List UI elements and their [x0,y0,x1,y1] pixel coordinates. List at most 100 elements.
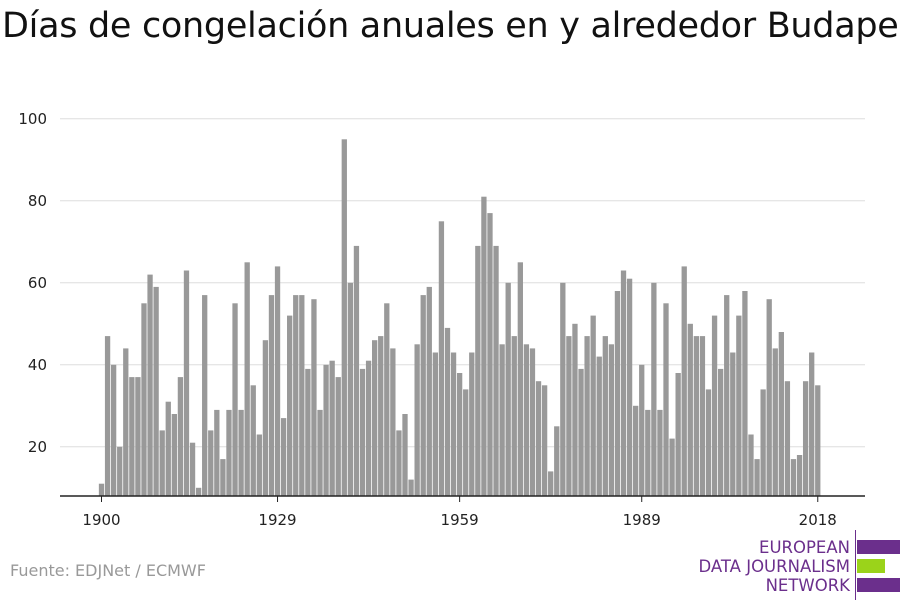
logo-bar-green [857,559,885,573]
bar-1944 [365,360,372,496]
bar-2008 [754,459,760,496]
bar-1912 [171,414,177,496]
y-tick-label-100: 100 [18,110,47,128]
bar-1952 [414,344,420,496]
bar-1905 [129,377,135,496]
bar-1968 [511,336,517,496]
bar-1974 [548,471,554,496]
bar-1927 [262,340,269,496]
bar-1985 [614,291,621,496]
bar-1915 [189,442,196,496]
y-tick-label-60: 60 [28,274,47,292]
bar-1934 [305,368,311,496]
bar-1902 [110,364,117,496]
bar-1945 [372,340,378,496]
bar-1947 [384,303,390,496]
bar-1940 [341,139,347,497]
bar-1911 [165,401,171,496]
bar-1910 [159,430,165,496]
bar-1965 [493,245,499,496]
edjnet-logo: EUROPEAN DATA JOURNALISM NETWORK [698,530,900,600]
bar-1949 [396,430,402,496]
bar-1983 [602,336,608,496]
bar-1982 [596,356,602,496]
bar-1961 [469,352,475,496]
bar-2009 [760,389,766,496]
logo-bar-purple-top [857,540,900,554]
bar-1987 [626,278,633,496]
bar-1933 [299,295,305,496]
bar-1963 [481,196,487,496]
bar-1931 [287,315,293,496]
bar-1920 [220,459,226,496]
x-axis-ticks [101,496,819,502]
chart-title: Días de congelación anuales en y alreded… [2,6,900,46]
bar-1942 [353,245,360,496]
bar-2007 [748,434,754,496]
bar-2000 [705,389,712,496]
bar-2006 [742,291,748,496]
bar-1959 [456,373,463,496]
bar-1907 [141,303,147,496]
y-tick-label-80: 80 [28,192,47,210]
bar-1938 [329,360,335,496]
x-tick-label-1959: 1959 [441,511,479,529]
y-tick-label-40: 40 [28,356,47,374]
bar-1916 [195,487,202,496]
bar-1993 [663,303,669,496]
bar-1969 [517,262,523,496]
bar-1966 [499,344,505,496]
bar-2003 [724,295,730,496]
bar-2016 [802,381,809,496]
bar-1989 [639,364,645,496]
y-tick-label-20: 20 [28,438,47,456]
bar-1956 [438,221,445,497]
bar-1971 [529,348,536,496]
bar-1997 [687,323,693,496]
bar-1998 [693,336,700,496]
x-tick-label-2018: 2018 [799,511,837,529]
logo-line-data-journalism: DATA JOURNALISM [698,557,850,576]
bar-1975 [554,426,560,496]
bar-1918 [208,430,214,496]
bar-1909 [153,286,159,496]
bar-2002 [717,368,724,496]
bar-1955 [432,352,438,496]
bar-1937 [323,364,329,496]
bar-1917 [202,295,208,496]
bar-1904 [123,348,129,496]
bar-1970 [523,344,530,496]
bar-1929 [274,266,281,496]
bar-1919 [214,409,220,496]
bar-1977 [566,336,572,496]
bar-2001 [711,315,718,496]
source-note: Fuente: EDJNet / ECMWF [10,561,206,580]
logo-line-european: EUROPEAN [759,538,850,557]
bar-2012 [778,332,784,496]
bar-1964 [487,213,493,496]
bar-2005 [736,315,742,496]
bar-2015 [796,455,803,496]
bar-2014 [790,459,797,496]
bars [98,139,821,497]
bar-1921 [226,409,232,496]
bar-1984 [608,344,615,496]
bar-1994 [669,438,675,496]
bar-1913 [177,377,184,496]
bar-2013 [784,381,791,496]
bar-2004 [730,352,736,496]
bar-1951 [408,479,414,496]
bar-1935 [311,299,317,496]
bar-1914 [183,270,190,496]
bar-1948 [390,348,396,496]
bar-2011 [772,348,778,496]
bar-1973 [541,385,548,496]
bar-1954 [426,286,432,496]
logo-bar-purple-bottom [857,578,900,592]
bar-1996 [681,266,687,496]
bar-1903 [117,446,123,496]
bar-1967 [505,282,511,496]
bar-1990 [645,409,651,496]
x-tick-label-1900: 1900 [82,511,120,529]
bar-1943 [359,368,366,496]
